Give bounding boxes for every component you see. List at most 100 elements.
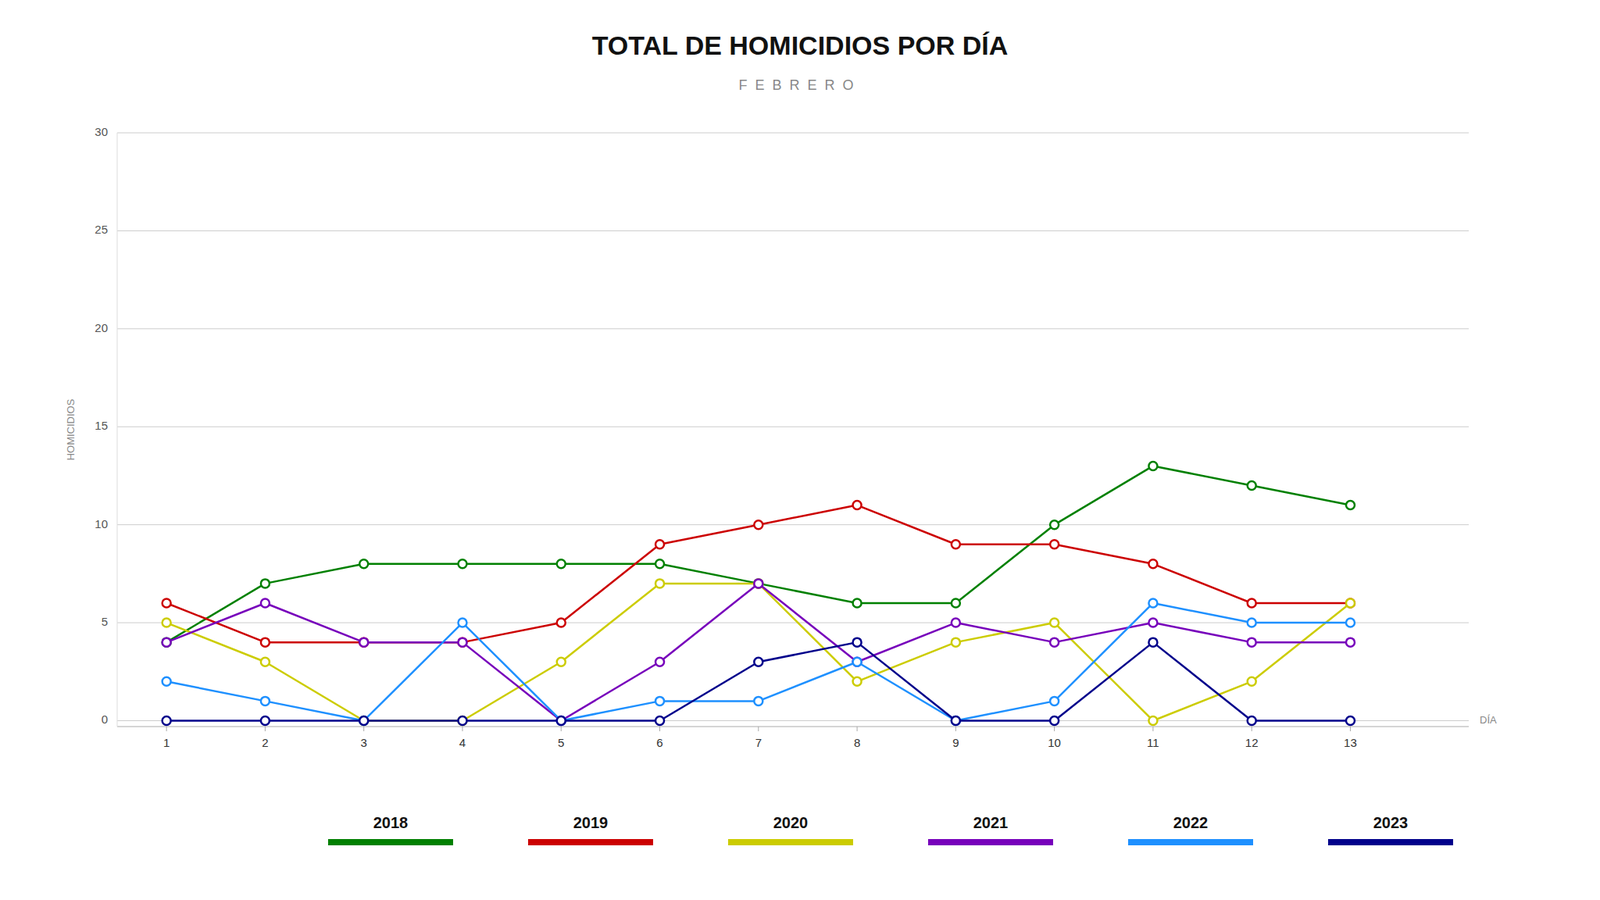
point — [753, 578, 763, 588]
point — [853, 657, 862, 667]
series — [162, 500, 1355, 647]
point — [655, 716, 665, 725]
y-tick-label: 30 — [94, 125, 108, 139]
point — [1050, 539, 1059, 549]
point — [1247, 618, 1257, 628]
point — [359, 638, 368, 647]
point — [951, 598, 961, 608]
point — [557, 716, 566, 725]
data — [162, 461, 1355, 725]
subtitle: FEBRERO — [738, 77, 861, 93]
point — [951, 638, 961, 647]
y-tick-label: 25 — [94, 222, 108, 236]
point — [1247, 677, 1257, 686]
point — [162, 716, 172, 725]
x-tick-label: 9 — [952, 735, 959, 750]
x-tick — [560, 726, 562, 732]
legend-swatch — [1328, 839, 1454, 846]
point — [1050, 520, 1059, 529]
point — [1346, 638, 1355, 647]
series — [162, 578, 1355, 725]
point — [1247, 598, 1257, 608]
point — [1050, 716, 1059, 725]
legend-label: 2023 — [1373, 814, 1409, 832]
series-line — [166, 603, 1350, 721]
point — [1346, 618, 1355, 628]
x-tick-label: 7 — [755, 735, 762, 750]
series — [162, 578, 1355, 725]
point — [162, 618, 172, 628]
legend-swatch — [1128, 839, 1254, 846]
chart: TOTAL DE HOMICIDIOS POR DÍAFEBRERO051015… — [0, 0, 1600, 900]
x-tick — [461, 726, 463, 732]
point — [1148, 716, 1158, 725]
point — [853, 657, 862, 667]
point — [753, 657, 763, 667]
point — [457, 618, 467, 628]
point — [853, 638, 862, 647]
x-tick-label: 1 — [163, 735, 170, 750]
point — [951, 618, 961, 628]
series-line — [166, 642, 1350, 721]
y-axis-label: HOMICIDIOS — [64, 398, 77, 461]
point — [162, 638, 172, 647]
point — [557, 716, 566, 725]
series — [162, 598, 1355, 725]
x-tick — [757, 726, 759, 732]
x-tick-label: 10 — [1047, 735, 1061, 750]
series — [162, 461, 1355, 647]
point — [1148, 559, 1158, 568]
point — [1050, 638, 1059, 647]
point — [1247, 716, 1257, 725]
legend-swatch — [928, 839, 1054, 846]
y-tick-label: 20 — [94, 321, 108, 335]
point — [359, 716, 368, 725]
legend-label: 2019 — [573, 814, 609, 832]
point — [853, 677, 862, 686]
point — [457, 638, 467, 647]
point — [753, 578, 763, 588]
point — [951, 716, 961, 725]
point — [655, 657, 665, 667]
legend-swatch — [728, 839, 854, 846]
series-line — [166, 465, 1350, 643]
grid-line — [117, 524, 1469, 525]
point — [753, 578, 763, 588]
x-tick — [659, 726, 661, 732]
point — [260, 578, 270, 588]
x-tick — [1350, 726, 1351, 732]
point — [260, 716, 270, 725]
point — [162, 598, 172, 608]
point — [951, 716, 961, 725]
legend-label: 2020 — [773, 814, 809, 832]
point — [457, 716, 467, 725]
point — [457, 716, 467, 725]
point — [753, 696, 763, 706]
y-tick-label: 5 — [101, 614, 108, 629]
point — [359, 559, 368, 568]
point — [557, 618, 566, 628]
point — [162, 677, 172, 686]
series — [162, 638, 1355, 725]
x-axis-label: DÍA — [1479, 714, 1497, 726]
grid — [117, 132, 1469, 721]
x-tick-label: 4 — [459, 735, 466, 750]
point — [1148, 461, 1158, 471]
x-tick — [264, 726, 266, 732]
x-tick-label: 12 — [1245, 735, 1259, 750]
point — [359, 716, 368, 725]
point — [1247, 481, 1257, 490]
x-tick — [955, 726, 957, 732]
x-tick-label: 3 — [360, 735, 368, 750]
grid-line — [117, 328, 1469, 329]
point — [457, 638, 467, 647]
point — [557, 559, 566, 568]
point — [260, 696, 270, 706]
y-tick-label: 15 — [94, 418, 108, 433]
series-line — [166, 583, 1350, 722]
series-line — [166, 505, 1350, 643]
legend-label: 2022 — [1173, 814, 1209, 832]
x-tick-label: 11 — [1146, 735, 1160, 750]
point — [260, 598, 270, 608]
point — [1247, 638, 1257, 647]
